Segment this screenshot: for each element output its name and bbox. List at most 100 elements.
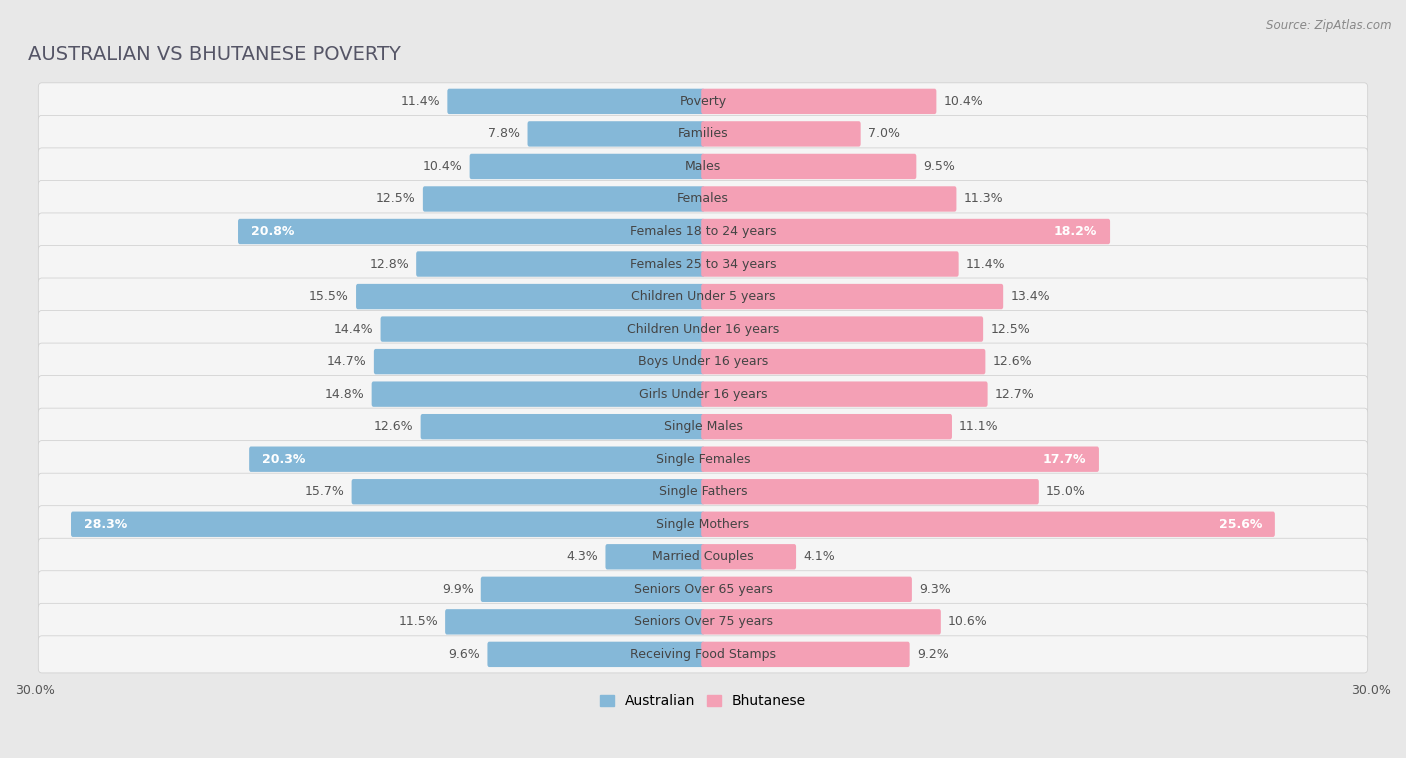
Text: 9.2%: 9.2% — [917, 648, 949, 661]
FancyBboxPatch shape — [38, 148, 1368, 185]
FancyBboxPatch shape — [702, 252, 959, 277]
FancyBboxPatch shape — [702, 316, 983, 342]
FancyBboxPatch shape — [38, 83, 1368, 120]
Text: Girls Under 16 years: Girls Under 16 years — [638, 387, 768, 401]
Text: Females 25 to 34 years: Females 25 to 34 years — [630, 258, 776, 271]
FancyBboxPatch shape — [374, 349, 704, 374]
Text: 14.4%: 14.4% — [333, 323, 374, 336]
Text: Families: Families — [678, 127, 728, 140]
Text: Children Under 5 years: Children Under 5 years — [631, 290, 775, 303]
FancyBboxPatch shape — [702, 219, 1111, 244]
Text: Single Females: Single Females — [655, 453, 751, 465]
Text: 9.9%: 9.9% — [441, 583, 474, 596]
FancyBboxPatch shape — [38, 506, 1368, 543]
Text: 10.4%: 10.4% — [423, 160, 463, 173]
FancyBboxPatch shape — [481, 577, 704, 602]
Text: Boys Under 16 years: Boys Under 16 years — [638, 355, 768, 368]
Text: 10.6%: 10.6% — [948, 615, 987, 628]
Text: Source: ZipAtlas.com: Source: ZipAtlas.com — [1267, 19, 1392, 32]
Text: Married Couples: Married Couples — [652, 550, 754, 563]
Text: Females 18 to 24 years: Females 18 to 24 years — [630, 225, 776, 238]
Text: 14.7%: 14.7% — [328, 355, 367, 368]
Text: 12.8%: 12.8% — [370, 258, 409, 271]
Text: 11.4%: 11.4% — [966, 258, 1005, 271]
FancyBboxPatch shape — [371, 381, 704, 407]
Text: 15.7%: 15.7% — [305, 485, 344, 498]
FancyBboxPatch shape — [702, 577, 912, 602]
FancyBboxPatch shape — [420, 414, 704, 440]
Text: 15.5%: 15.5% — [309, 290, 349, 303]
FancyBboxPatch shape — [38, 408, 1368, 445]
Text: 4.1%: 4.1% — [803, 550, 835, 563]
FancyBboxPatch shape — [702, 349, 986, 374]
Text: Seniors Over 75 years: Seniors Over 75 years — [634, 615, 772, 628]
FancyBboxPatch shape — [38, 440, 1368, 478]
FancyBboxPatch shape — [72, 512, 704, 537]
FancyBboxPatch shape — [527, 121, 704, 146]
FancyBboxPatch shape — [702, 642, 910, 667]
FancyBboxPatch shape — [702, 609, 941, 634]
Text: 12.5%: 12.5% — [375, 193, 416, 205]
FancyBboxPatch shape — [38, 473, 1368, 510]
FancyBboxPatch shape — [38, 213, 1368, 250]
FancyBboxPatch shape — [38, 636, 1368, 673]
FancyBboxPatch shape — [447, 89, 704, 114]
Text: 14.8%: 14.8% — [325, 387, 364, 401]
Text: 7.8%: 7.8% — [488, 127, 520, 140]
FancyBboxPatch shape — [702, 154, 917, 179]
Text: 25.6%: 25.6% — [1219, 518, 1263, 531]
Text: Males: Males — [685, 160, 721, 173]
FancyBboxPatch shape — [38, 115, 1368, 152]
Text: Receiving Food Stamps: Receiving Food Stamps — [630, 648, 776, 661]
Text: 28.3%: 28.3% — [84, 518, 127, 531]
Text: AUSTRALIAN VS BHUTANESE POVERTY: AUSTRALIAN VS BHUTANESE POVERTY — [28, 45, 401, 64]
Text: 12.5%: 12.5% — [990, 323, 1031, 336]
Text: Seniors Over 65 years: Seniors Over 65 years — [634, 583, 772, 596]
Text: 20.3%: 20.3% — [262, 453, 305, 465]
Text: Poverty: Poverty — [679, 95, 727, 108]
Text: 7.0%: 7.0% — [868, 127, 900, 140]
Text: 12.7%: 12.7% — [994, 387, 1035, 401]
Text: 20.8%: 20.8% — [250, 225, 294, 238]
Text: 12.6%: 12.6% — [374, 420, 413, 433]
Text: 4.3%: 4.3% — [567, 550, 599, 563]
Text: 11.1%: 11.1% — [959, 420, 998, 433]
FancyBboxPatch shape — [606, 544, 704, 569]
Text: Children Under 16 years: Children Under 16 years — [627, 323, 779, 336]
FancyBboxPatch shape — [470, 154, 704, 179]
FancyBboxPatch shape — [238, 219, 704, 244]
Text: 15.0%: 15.0% — [1046, 485, 1085, 498]
Text: Single Fathers: Single Fathers — [659, 485, 747, 498]
Text: 9.3%: 9.3% — [920, 583, 950, 596]
FancyBboxPatch shape — [416, 252, 704, 277]
Text: 10.4%: 10.4% — [943, 95, 983, 108]
FancyBboxPatch shape — [381, 316, 704, 342]
Text: 13.4%: 13.4% — [1011, 290, 1050, 303]
Text: Females: Females — [678, 193, 728, 205]
Legend: Australian, Bhutanese: Australian, Bhutanese — [595, 689, 811, 714]
Text: 17.7%: 17.7% — [1042, 453, 1085, 465]
FancyBboxPatch shape — [702, 414, 952, 440]
FancyBboxPatch shape — [423, 186, 704, 211]
FancyBboxPatch shape — [38, 538, 1368, 575]
Text: 12.6%: 12.6% — [993, 355, 1032, 368]
Text: 18.2%: 18.2% — [1053, 225, 1097, 238]
Text: 11.4%: 11.4% — [401, 95, 440, 108]
FancyBboxPatch shape — [38, 246, 1368, 283]
Text: 11.5%: 11.5% — [398, 615, 439, 628]
Text: Single Males: Single Males — [664, 420, 742, 433]
FancyBboxPatch shape — [702, 512, 1275, 537]
FancyBboxPatch shape — [702, 479, 1039, 504]
FancyBboxPatch shape — [488, 642, 704, 667]
Text: 9.6%: 9.6% — [449, 648, 481, 661]
FancyBboxPatch shape — [446, 609, 704, 634]
FancyBboxPatch shape — [702, 186, 956, 211]
FancyBboxPatch shape — [702, 544, 796, 569]
Text: 11.3%: 11.3% — [963, 193, 1002, 205]
FancyBboxPatch shape — [702, 381, 987, 407]
Text: Single Mothers: Single Mothers — [657, 518, 749, 531]
FancyBboxPatch shape — [249, 446, 704, 472]
FancyBboxPatch shape — [38, 603, 1368, 641]
FancyBboxPatch shape — [702, 446, 1099, 472]
FancyBboxPatch shape — [38, 571, 1368, 608]
